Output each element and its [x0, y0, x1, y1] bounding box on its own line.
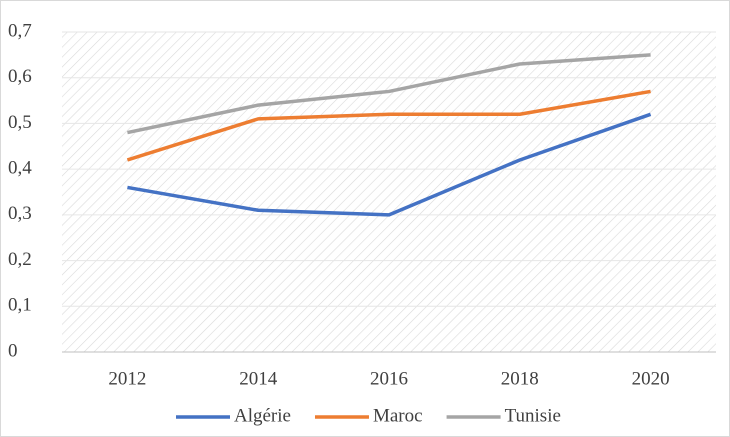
x-tick-label: 2016 [370, 368, 408, 389]
plot-area [62, 32, 716, 352]
y-tick-label: 0,7 [8, 20, 32, 41]
y-tick-label: 0,1 [8, 295, 32, 316]
legend-label: Maroc [373, 405, 423, 426]
legend-label: Algérie [234, 405, 291, 426]
y-tick-label: 0,2 [8, 249, 32, 270]
x-tick-label: 2014 [239, 368, 278, 389]
legend-label: Tunisie [505, 405, 561, 426]
y-tick-label: 0,3 [8, 203, 32, 224]
y-tick-label: 0,4 [8, 158, 32, 179]
x-tick-label: 2018 [501, 368, 539, 389]
y-tick-label: 0 [8, 340, 18, 361]
x-tick-label: 2012 [108, 368, 146, 389]
series-line [126, 89, 651, 162]
y-tick-label: 0,5 [8, 112, 32, 133]
y-tick-label: 0,6 [8, 66, 32, 87]
series-line [127, 112, 652, 217]
series-line [127, 53, 651, 135]
x-tick-label: 2020 [632, 368, 670, 389]
